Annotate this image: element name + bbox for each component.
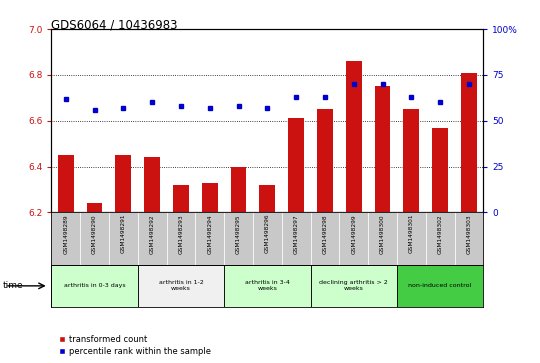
Bar: [403, 109, 419, 212]
Bar: [58, 155, 73, 212]
Bar: [138, 265, 224, 307]
Bar: [144, 157, 160, 212]
Text: arthritis in 0-3 days: arthritis in 0-3 days: [64, 284, 125, 288]
Text: GSM1498290: GSM1498290: [92, 214, 97, 254]
Bar: [368, 212, 397, 265]
Text: time: time: [3, 281, 23, 290]
Text: declining arthritis > 2
weeks: declining arthritis > 2 weeks: [319, 281, 388, 291]
Text: GSM1498292: GSM1498292: [150, 214, 154, 254]
Bar: [224, 212, 253, 265]
Text: GSM1498303: GSM1498303: [467, 214, 471, 254]
Bar: [310, 212, 339, 265]
Bar: [202, 183, 218, 212]
Text: GSM1498295: GSM1498295: [236, 214, 241, 254]
Bar: [426, 212, 455, 265]
Text: GSM1498294: GSM1498294: [207, 214, 212, 254]
Text: GSM1498291: GSM1498291: [121, 214, 126, 253]
Text: GSM1498297: GSM1498297: [294, 214, 299, 254]
Text: GDS6064 / 10436983: GDS6064 / 10436983: [51, 18, 178, 31]
Legend: transformed count, percentile rank within the sample: transformed count, percentile rank withi…: [56, 332, 214, 359]
Bar: [51, 212, 80, 265]
Bar: [231, 167, 246, 212]
Bar: [224, 265, 310, 307]
Bar: [253, 212, 282, 265]
Text: GSM1498293: GSM1498293: [178, 214, 184, 254]
Bar: [397, 212, 426, 265]
Bar: [259, 185, 275, 212]
Bar: [86, 203, 103, 212]
Bar: [346, 61, 362, 212]
Bar: [317, 109, 333, 212]
Bar: [51, 265, 138, 307]
Text: GSM1498289: GSM1498289: [63, 214, 68, 254]
Text: GSM1498298: GSM1498298: [322, 214, 327, 254]
Bar: [116, 155, 131, 212]
Text: GSM1498299: GSM1498299: [351, 214, 356, 254]
Text: GSM1498296: GSM1498296: [265, 214, 270, 253]
Bar: [282, 212, 310, 265]
Bar: [397, 265, 483, 307]
Bar: [339, 212, 368, 265]
Bar: [461, 73, 477, 212]
Text: non-induced control: non-induced control: [408, 284, 472, 288]
Bar: [80, 212, 109, 265]
Bar: [138, 212, 166, 265]
Bar: [109, 212, 138, 265]
Text: GSM1498302: GSM1498302: [437, 214, 443, 254]
Bar: [310, 265, 397, 307]
Text: GSM1498301: GSM1498301: [409, 214, 414, 253]
Bar: [173, 185, 189, 212]
Text: arthritis in 3-4
weeks: arthritis in 3-4 weeks: [245, 281, 290, 291]
Bar: [432, 127, 448, 212]
Bar: [455, 212, 483, 265]
Text: arthritis in 1-2
weeks: arthritis in 1-2 weeks: [159, 281, 203, 291]
Bar: [288, 118, 304, 212]
Text: GSM1498300: GSM1498300: [380, 214, 385, 254]
Bar: [166, 212, 195, 265]
Bar: [375, 86, 390, 212]
Bar: [195, 212, 224, 265]
